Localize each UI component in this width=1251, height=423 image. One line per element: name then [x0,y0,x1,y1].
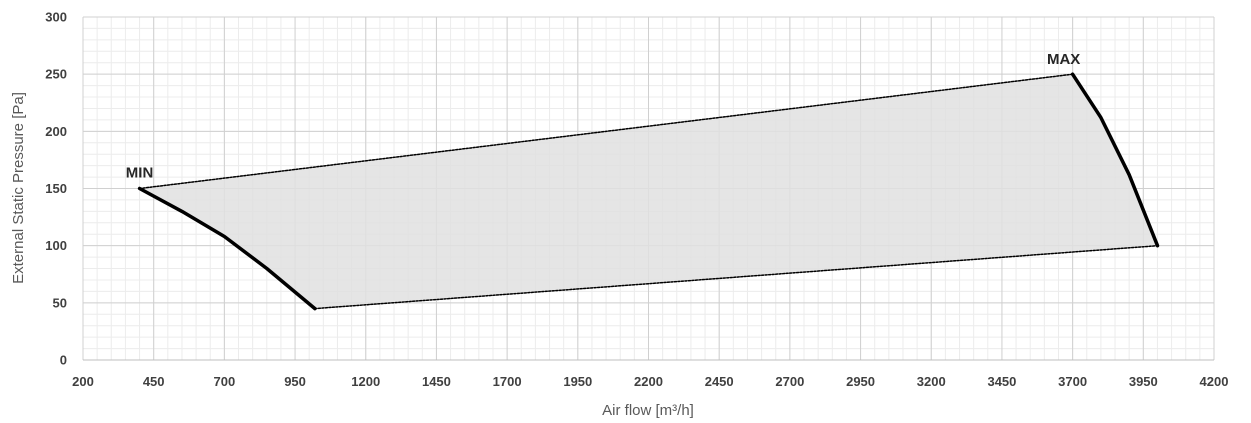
x-tick-label: 450 [143,374,165,389]
lower-boundary-line [314,244,1159,310]
x-tick-label: 2700 [775,374,804,389]
y-tick-label: 200 [45,124,67,139]
x-tick-label: 3700 [1058,374,1087,389]
upper-boundary-line [138,73,1074,190]
y-tick-label: 150 [45,181,67,196]
x-axis-tick-labels: 200 450 700 950 1200 1450 1700 1950 2200 2450 2700… [72,374,1228,389]
x-tick-label: 1700 [493,374,522,389]
y-tick-label: 100 [45,238,67,253]
x-tick-label: 1950 [563,374,592,389]
x-tick-label: 700 [214,374,236,389]
y-tick-label: 300 [45,10,67,25]
y-axis-title: External Static Pressure [Pa] [10,92,27,284]
x-tick-label: 2950 [846,374,875,389]
x-tick-label: 200 [72,374,94,389]
x-tick-label: 4200 [1200,374,1229,389]
x-axis-title: Air flow [m³/h] [602,402,694,419]
x-tick-label: 3200 [917,374,946,389]
y-tick-label: 250 [45,67,67,82]
x-tick-label: 2450 [705,374,734,389]
max-annotation-label: MAX [1047,51,1080,68]
max-curve-line [1070,72,1160,248]
x-tick-label: 1450 [422,374,451,389]
x-tick-label: 950 [284,374,306,389]
y-axis-tick-labels: 0 50 100 150 200 250 300 [45,10,67,368]
min-curve-line [137,186,317,311]
operating-area-fill [139,74,1158,309]
x-tick-label: 2200 [634,374,663,389]
x-tick-label: 1200 [351,374,380,389]
y-tick-label: 50 [53,295,67,310]
y-tick-label: 0 [60,353,67,368]
x-tick-label: 3450 [987,374,1016,389]
x-tick-label: 3950 [1129,374,1158,389]
min-annotation-label: MIN [126,165,154,182]
